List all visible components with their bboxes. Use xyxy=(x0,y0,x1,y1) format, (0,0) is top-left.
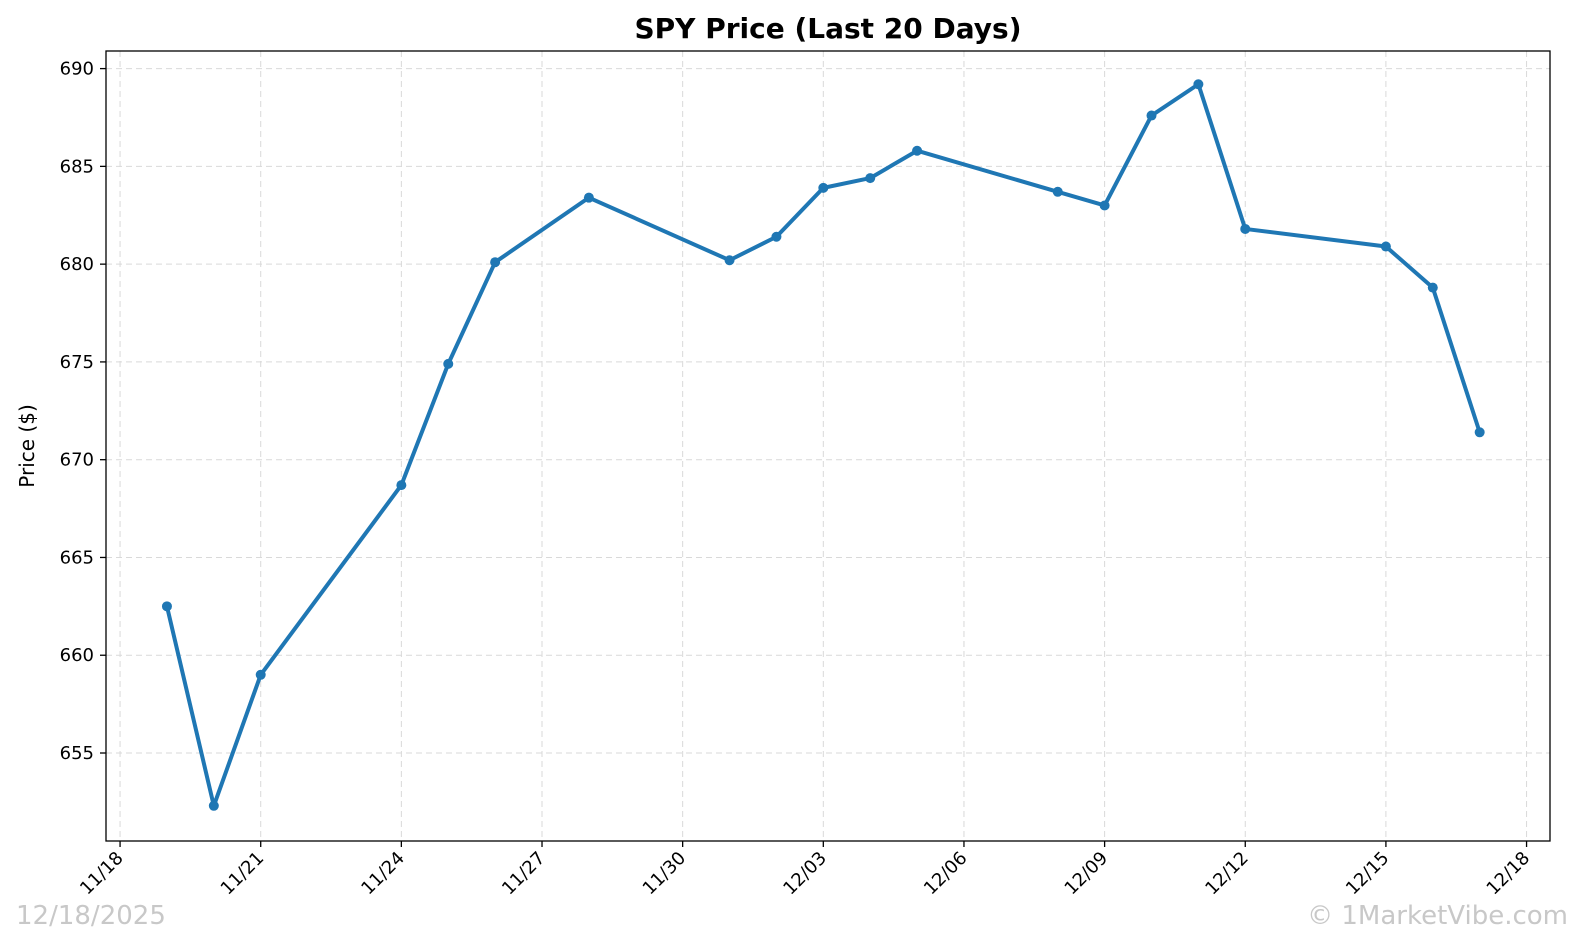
y-tick-label: 690 xyxy=(60,59,94,80)
y-tick-label: 675 xyxy=(60,352,94,373)
price-data-point xyxy=(255,669,266,680)
price-data-point xyxy=(396,480,407,491)
footer-date-stamp: 12/18/2025 xyxy=(16,901,166,931)
y-axis-ticks: 655 660 665 670 675 680 685 690 xyxy=(60,59,106,764)
chart-title: SPY Price (Last 20 Days) xyxy=(634,12,1021,45)
y-tick-label: 655 xyxy=(60,743,94,764)
price-data-point xyxy=(1240,223,1251,234)
price-data-point xyxy=(1099,200,1110,211)
y-tick-label: 680 xyxy=(60,254,94,275)
series-layer xyxy=(161,79,1485,811)
price-data-point xyxy=(865,173,876,184)
price-data-point xyxy=(443,358,454,369)
y-tick-label: 685 xyxy=(60,156,94,177)
y-axis-label: Price ($) xyxy=(15,404,39,487)
price-data-point xyxy=(583,192,594,203)
price-data-point xyxy=(1193,79,1204,90)
footer-copyright: © 1MarketVibe.com xyxy=(1307,901,1568,931)
price-data-point xyxy=(912,145,923,156)
price-data-point xyxy=(208,800,219,811)
plot-area-frame xyxy=(105,50,1551,842)
price-data-point xyxy=(1380,241,1391,252)
grid-lines xyxy=(106,51,1550,841)
price-series-line xyxy=(164,82,1482,808)
y-tick-label: 670 xyxy=(60,450,94,471)
price-data-point xyxy=(724,255,735,266)
y-tick-label: 660 xyxy=(60,645,94,666)
price-data-point xyxy=(1474,427,1485,438)
price-data-point xyxy=(1427,282,1438,293)
price-data-point xyxy=(490,257,501,268)
price-data-point xyxy=(161,601,172,612)
price-data-point xyxy=(1052,186,1063,197)
price-data-point xyxy=(818,182,829,193)
price-data-point xyxy=(1146,110,1157,121)
price-data-point xyxy=(771,231,782,242)
y-tick-label: 665 xyxy=(60,547,94,568)
